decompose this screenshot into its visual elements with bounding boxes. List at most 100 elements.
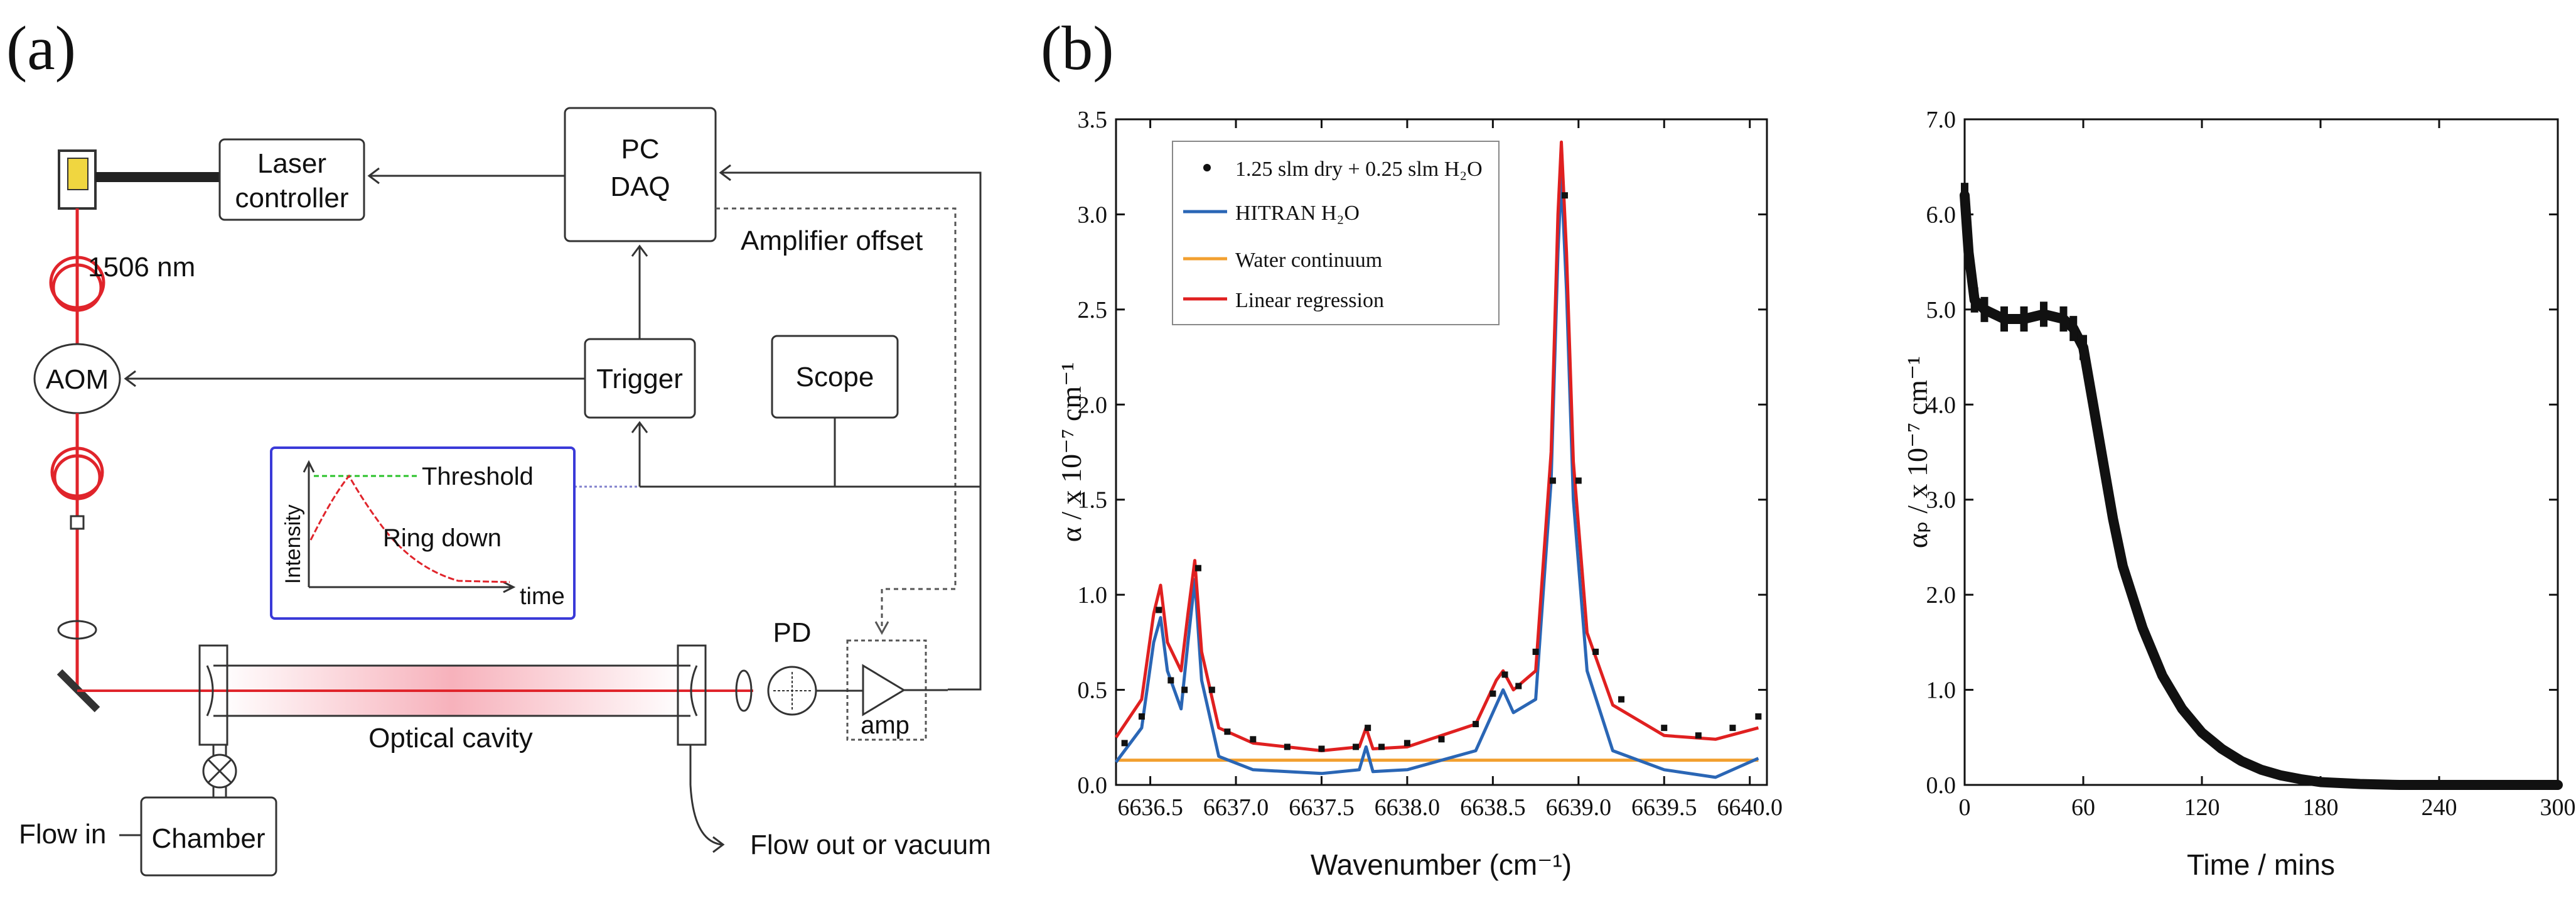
- data-point: [1961, 183, 1968, 208]
- lens-icon: [57, 620, 97, 640]
- data-point: [1208, 686, 1215, 693]
- x-tick-label: 0: [1959, 794, 1971, 821]
- data-point: [1755, 713, 1762, 720]
- x-tick-label: 6639.5: [1631, 794, 1697, 821]
- data-point: [2040, 301, 2047, 327]
- data-point: [1592, 649, 1599, 655]
- chart1-legend: 1.25 slm dry + 0.25 slm H₂O HITRAN H₂O W…: [1172, 141, 1500, 325]
- chart1-xlabel: Wavenumber (cm⁻¹): [1311, 848, 1572, 881]
- flow-out-label: Flow out or vacuum: [750, 830, 991, 860]
- data-point: [1980, 296, 1988, 322]
- y-tick-label: 7.0: [1926, 107, 1956, 133]
- data-point: [2317, 779, 2324, 786]
- data-point: [2139, 625, 2147, 632]
- y-tick-label: 0.0: [1926, 772, 1956, 799]
- scope-label: Scope: [796, 362, 874, 392]
- x-tick-label: 180: [2303, 794, 2339, 821]
- daq-label: DAQ: [610, 171, 670, 202]
- chart2-plot-area: [1963, 118, 2559, 786]
- pc-daq-box: [564, 107, 717, 242]
- y-tick-label: 5.0: [1926, 297, 1956, 323]
- data-point: [1378, 743, 1385, 750]
- data-point: [2218, 745, 2226, 752]
- signal-bus: [574, 418, 980, 488]
- x-tick-label: 6637.0: [1203, 794, 1269, 821]
- optical-cavity: [77, 644, 753, 746]
- arrow-pc-to-controller: [367, 167, 565, 185]
- series-line-hitran-h-o: [1114, 175, 1759, 779]
- x-tick-label: 120: [2184, 794, 2220, 821]
- data-point: [1501, 671, 1508, 678]
- data-point: [2396, 782, 2403, 788]
- data-point: [1365, 725, 1371, 732]
- lens-icon-2: [735, 669, 753, 712]
- data-point: [1473, 721, 1479, 728]
- y-tick-label: 3.0: [1078, 202, 1108, 228]
- inset-ylabel: Intensity: [281, 504, 305, 584]
- laser-controller-label-1: Laser: [257, 148, 326, 179]
- ringdown-inset: Threshold Ring down Intensity time: [270, 446, 576, 620]
- data-point: [2059, 306, 2068, 332]
- data-point: [1353, 743, 1360, 750]
- x-tick-label: 60: [2071, 794, 2095, 821]
- amplifier-offset-line: [716, 207, 957, 628]
- legend-marker-data: [1203, 164, 1211, 171]
- data-point: [1695, 732, 1702, 739]
- inset-xlabel: time: [520, 583, 565, 610]
- data-point: [1532, 649, 1539, 655]
- data-point: [1970, 287, 1978, 313]
- chamber-box: [140, 796, 277, 877]
- data-point: [2178, 705, 2186, 712]
- data-point: [2159, 672, 2166, 679]
- x-tick-label: 6639.0: [1546, 794, 1612, 821]
- data-point: [1224, 728, 1231, 735]
- data-point: [1575, 477, 1582, 484]
- y-tick-label: 1.5: [1078, 487, 1108, 514]
- data-point: [2089, 401, 2097, 408]
- laser-controller-box: [218, 138, 365, 221]
- laser-controller-label-2: controller: [235, 183, 349, 213]
- arrow-trigger-to-aom: [124, 370, 585, 387]
- y-tick-label: 2.5: [1078, 297, 1108, 323]
- data-point: [1121, 740, 1128, 747]
- data-point: [2020, 306, 2028, 332]
- x-tick-label: 6637.5: [1289, 794, 1355, 821]
- data-point: [2000, 306, 2008, 332]
- data-point: [2277, 772, 2285, 779]
- laser-diode-icon: [58, 149, 97, 210]
- y-tick-label: 1.0: [1926, 678, 1956, 704]
- legend-hitran-label: HITRAN H₂O: [1235, 202, 1360, 225]
- x-tick-label: 6640.0: [1717, 794, 1783, 821]
- data-point: [2297, 776, 2305, 782]
- data-point: [1618, 696, 1625, 703]
- data-point: [1549, 477, 1556, 484]
- data-point: [2554, 782, 2562, 788]
- data-point: [2514, 782, 2522, 788]
- series-line-linear-regression: [1114, 140, 1759, 752]
- threshold-label: Threshold: [422, 463, 534, 490]
- x-tick-label: 6638.0: [1375, 794, 1441, 821]
- flow-in-label: Flow in: [19, 819, 106, 850]
- data-point: [1138, 713, 1145, 720]
- panel-label-a: (a): [6, 13, 76, 83]
- amplifier-icon: [862, 664, 906, 716]
- data-point: [1250, 736, 1257, 743]
- ringdown-curve: [309, 474, 510, 583]
- x-tick-label: 300: [2540, 794, 2576, 821]
- arrow-trigger-to-pc: [631, 244, 648, 339]
- amplifier-offset-label: Amplifier offset: [741, 225, 923, 256]
- y-tick-label: 1.0: [1078, 582, 1108, 608]
- valve-icon: [202, 754, 237, 789]
- data-point: [1156, 607, 1162, 613]
- y-tick-label: 4.0: [1926, 392, 1956, 418]
- y-tick-label: 3.5: [1078, 107, 1108, 133]
- data-point: [2198, 729, 2206, 736]
- y-tick-label: 0.0: [1078, 772, 1108, 799]
- y-tick-label: 2.0: [1926, 582, 1956, 608]
- fiber-connector-icon: [70, 515, 85, 530]
- trigger-label: Trigger: [596, 364, 683, 394]
- y-tick-label: 6.0: [1926, 202, 1956, 228]
- data-point: [1438, 736, 1445, 743]
- feedback-line-to-pc: [719, 164, 982, 691]
- y-tick-label: 0.5: [1078, 678, 1108, 704]
